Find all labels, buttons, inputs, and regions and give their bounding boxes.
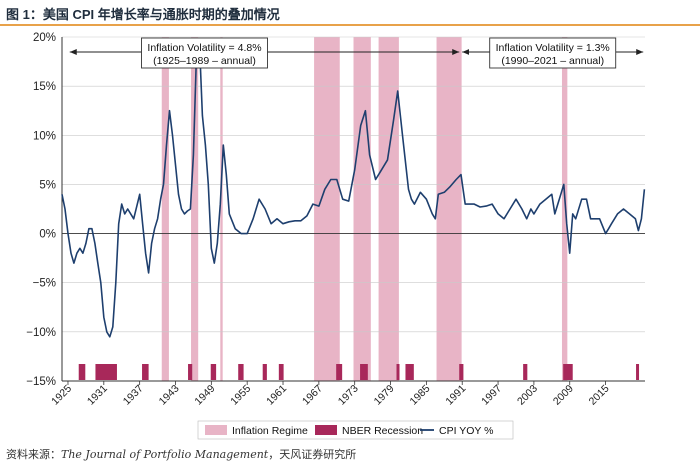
volatility-period-0: (1925–1989 – annual) — [153, 55, 256, 67]
nber-recession-bars — [78, 364, 640, 380]
nber-recession-bar-9 — [360, 364, 368, 380]
x-tick-label-10: 1985 — [407, 383, 432, 408]
nber-recession-bar-4 — [210, 364, 217, 380]
source-note: 资料来源：The Journal of Portfolio Management… — [6, 446, 356, 462]
legend-label-line: CPI YOY % — [439, 425, 493, 437]
nber-recession-bar-12 — [459, 364, 464, 380]
nber-recession-bar-15 — [636, 364, 640, 380]
x-tick-label-6: 1961 — [264, 383, 289, 408]
y-tick-label-5: −5% — [33, 278, 56, 290]
legend-swatch-recession — [315, 425, 337, 435]
x-tick-label-4: 1949 — [192, 383, 217, 408]
nber-recession-bar-5 — [238, 364, 244, 380]
title-divider — [0, 24, 700, 26]
volatility-box-1 — [489, 37, 617, 69]
x-tick-label-3: 1943 — [157, 383, 182, 408]
y-tick-label-4: 0% — [39, 229, 56, 241]
source-suffix: ，天风证券研究所 — [268, 449, 357, 461]
nber-recession-bar-10 — [396, 364, 400, 380]
cpi-series-line-0 — [61, 41, 646, 338]
nber-recession-bar-8 — [336, 364, 343, 380]
x-tick-label-8: 1973 — [336, 383, 361, 408]
y-tick-label-2: 10% — [33, 130, 56, 142]
cpi-series — [61, 41, 646, 338]
volatility-label-0: Inflation Volatility = 4.8% — [147, 42, 261, 54]
y-axis: 20% 15% 10% 5% 0% −5% −10% −15% — [26, 32, 56, 388]
legend-label-regime: Inflation Regime — [232, 425, 308, 437]
legend-frame — [197, 420, 514, 440]
legend: Inflation Regime NBER Recession CPI YOY % — [197, 420, 514, 440]
x-tick-label-1: 1931 — [85, 383, 110, 408]
x-tick-label-7: 1967 — [300, 383, 325, 408]
x-tick-label-15: 2015 — [587, 383, 612, 408]
nber-recession-bar-11 — [405, 364, 414, 380]
x-tick-label-13: 2003 — [515, 383, 540, 408]
nber-recession-bar-3 — [188, 364, 193, 380]
nber-recession-bar-7 — [278, 364, 284, 380]
inflation-regime-band-5 — [378, 37, 399, 381]
y-tick-label-0: 20% — [33, 32, 56, 44]
x-tick-label-12: 1997 — [479, 383, 504, 408]
x-tick-label-11: 1991 — [443, 383, 468, 408]
x-tick-label-9: 1979 — [372, 383, 397, 408]
volatility-label-1: Inflation Volatility = 1.3% — [496, 42, 610, 54]
y-tick-label-7: −15% — [26, 376, 56, 388]
nber-recession-bar-14 — [563, 364, 573, 380]
inflation-regime-band-4 — [353, 37, 371, 381]
inflation-regime-bands — [161, 37, 568, 381]
figure-title: 图 1：美国 CPI 年增长率与通胀时期的叠加情况 — [6, 7, 280, 22]
source-journal: The Journal of Portfolio Management — [61, 448, 269, 461]
nber-recession-bar-13 — [523, 364, 528, 380]
y-tick-label-3: 5% — [39, 179, 56, 191]
x-tick-label-14: 2009 — [551, 383, 576, 408]
y-tick-label-1: 15% — [33, 81, 56, 93]
inflation-regime-band-6 — [436, 37, 462, 381]
nber-recession-bar-0 — [78, 364, 86, 380]
x-tick-label-2: 1937 — [121, 383, 146, 408]
inflation-regime-band-2 — [220, 37, 223, 381]
inflation-regime-band-7 — [561, 37, 568, 381]
nber-recession-bar-1 — [95, 364, 117, 380]
legend-swatch-regime — [205, 425, 227, 435]
x-tick-label-5: 1955 — [228, 383, 253, 408]
y-tick-label-6: −10% — [26, 327, 56, 339]
plot-frame — [61, 37, 645, 382]
x-axis: 1925 1931 1937 1943 1949 1955 1961 1967 1973 1979… — [49, 381, 612, 408]
nber-recession-bar-6 — [262, 364, 267, 380]
volatility-annotations: Inflation Volatility = 4.8%(1925–1989 – … — [69, 37, 644, 69]
volatility-box-0 — [141, 37, 268, 69]
inflation-regime-band-3 — [314, 37, 340, 381]
volatility-period-1: (1990–2021 – annual) — [501, 55, 604, 67]
inflation-regime-band-0 — [161, 37, 169, 381]
source-prefix: 资料来源： — [6, 449, 61, 461]
inflation-regime-band-1 — [191, 37, 199, 381]
legend-label-recession: NBER Recession — [342, 425, 423, 437]
nber-recession-bar-2 — [142, 364, 149, 380]
